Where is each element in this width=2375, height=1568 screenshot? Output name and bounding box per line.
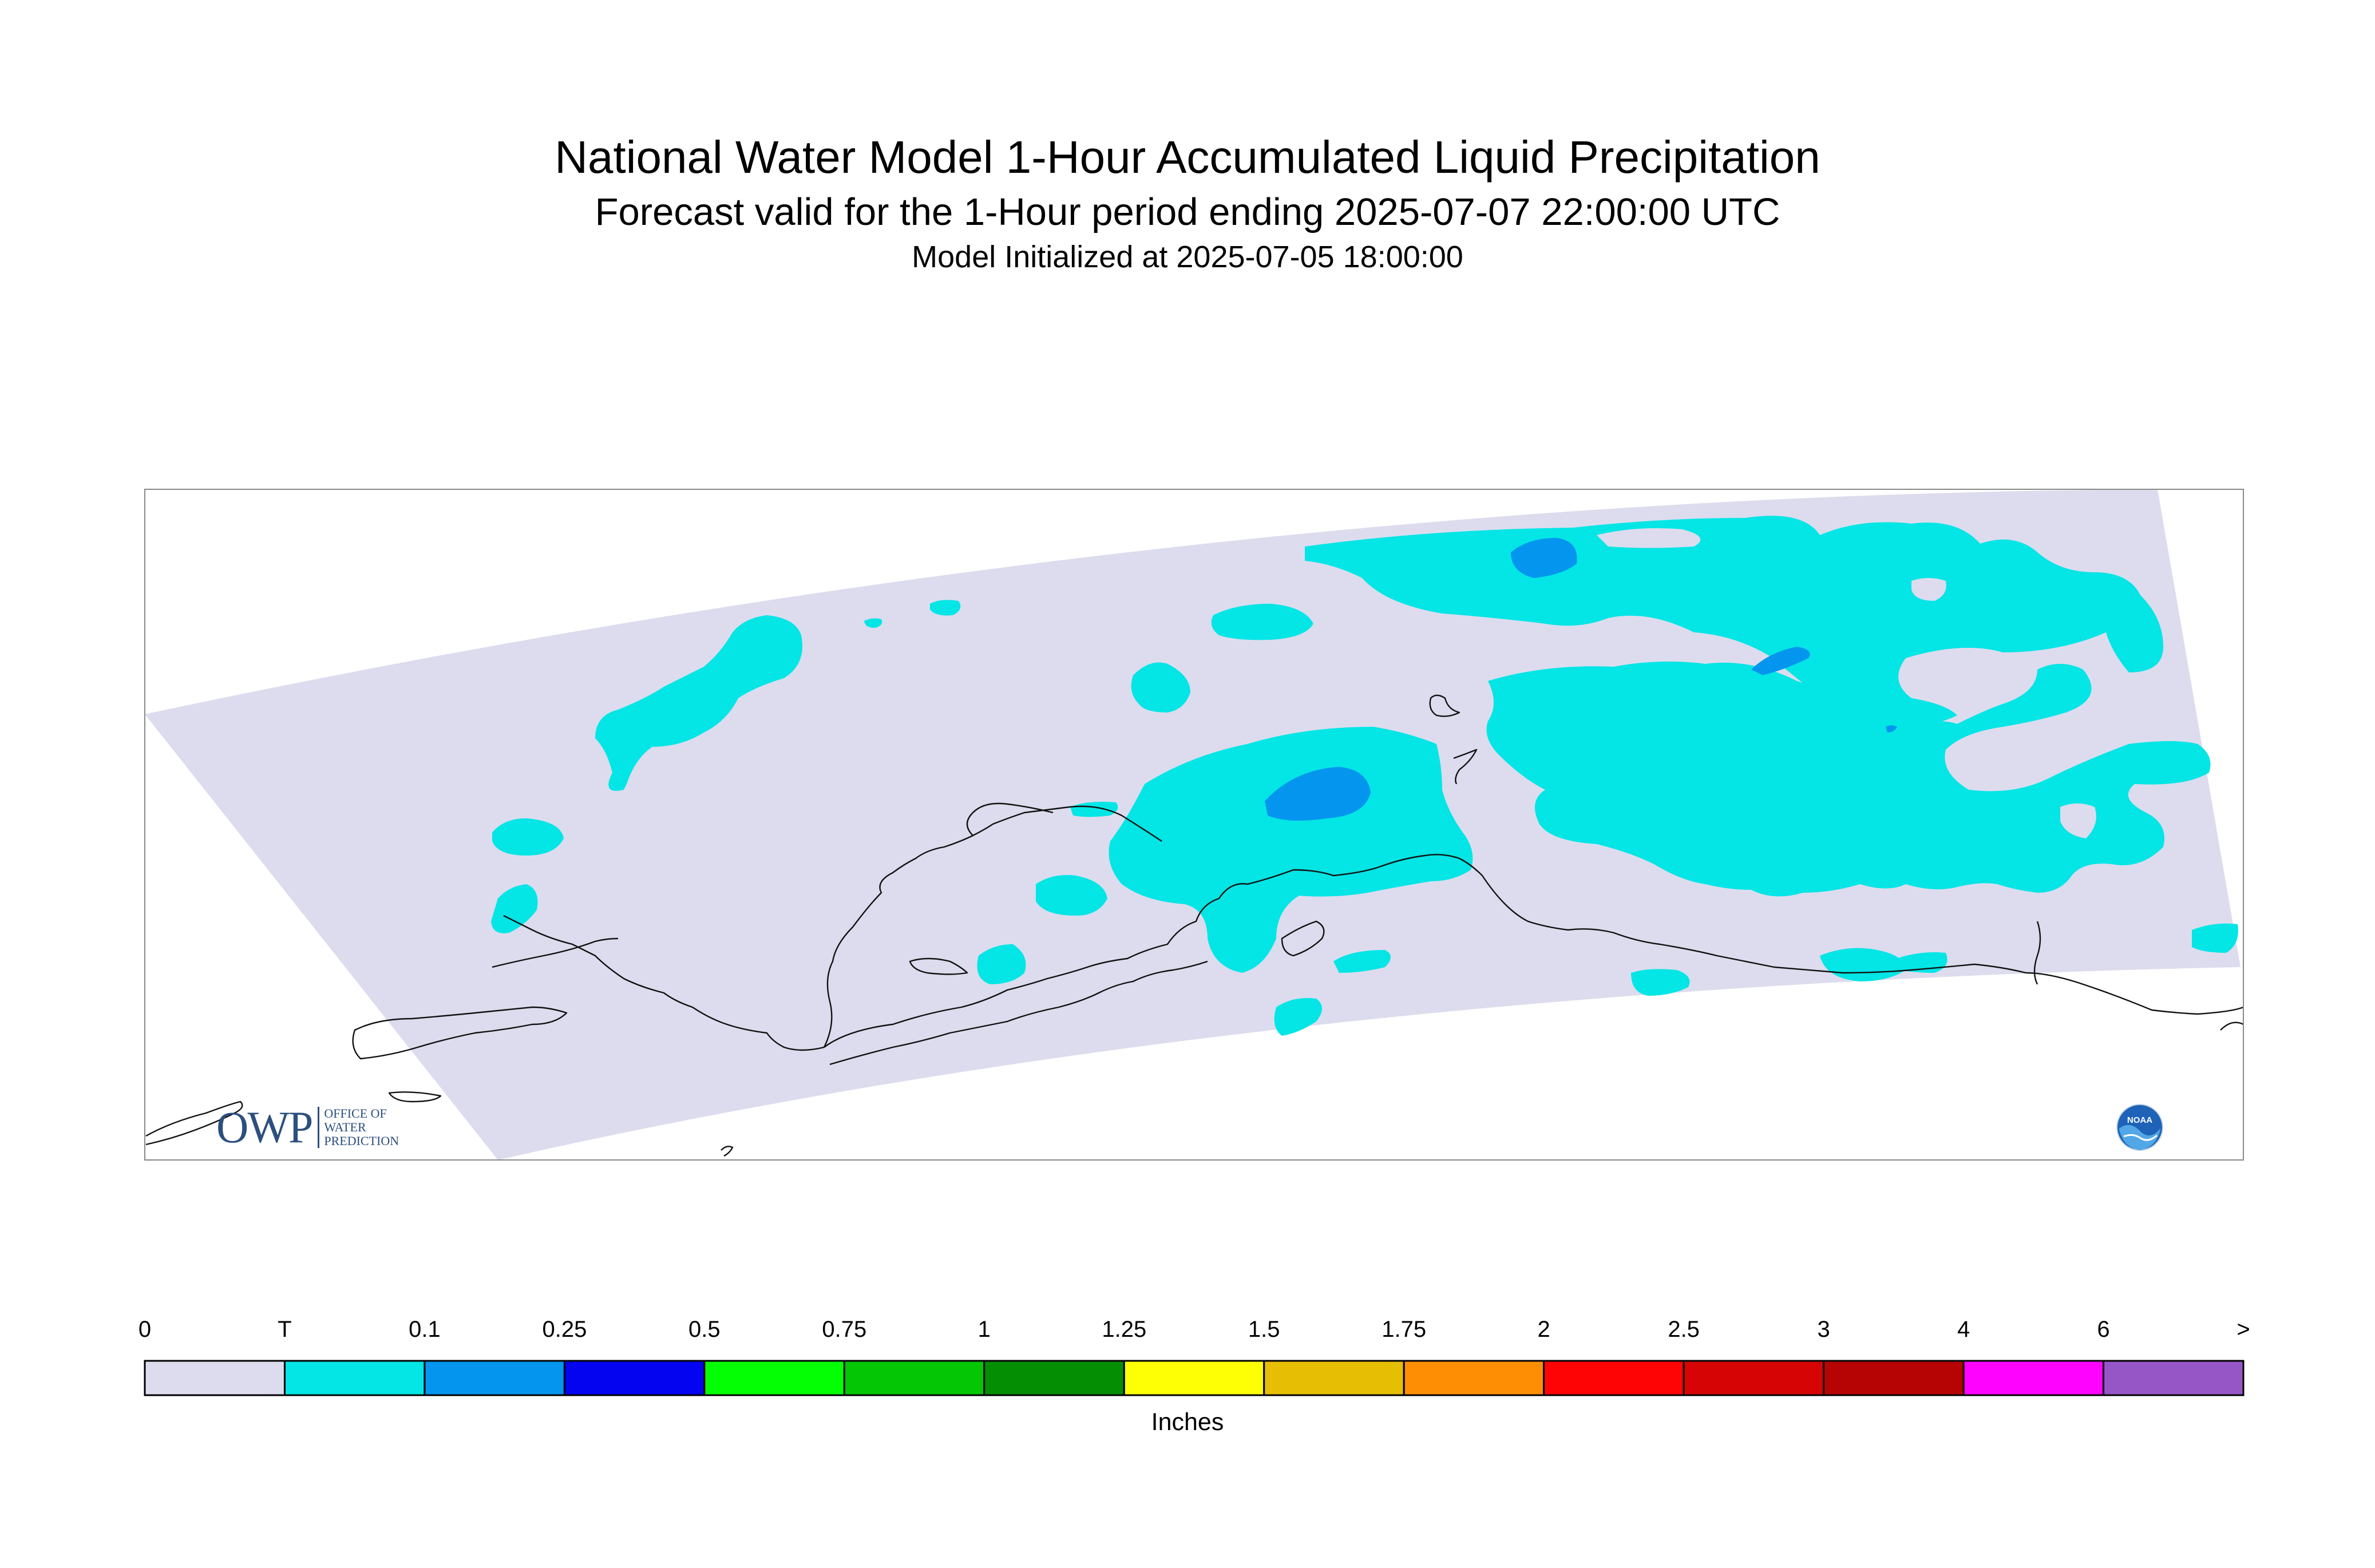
legend-tick-label: 1.75 — [1382, 1317, 1427, 1342]
precip-area-west-b — [491, 884, 538, 933]
coastline-west-bay — [823, 805, 1162, 1048]
precip-area-northwest — [595, 615, 802, 794]
legend-bin-14 — [2103, 1360, 2245, 1396]
legend-tick-label: T — [278, 1317, 292, 1342]
precip-area-small-bay — [1070, 802, 1118, 817]
precip-area-kodiak-b — [1333, 950, 1391, 973]
legend-tick-label: > — [2237, 1317, 2250, 1342]
legend-units-label: Inches — [1151, 1408, 1224, 1436]
precip-area-mid-north — [1131, 662, 1190, 712]
legend-tick-label: 1.5 — [1248, 1317, 1280, 1342]
coastline-far-west — [145, 1100, 243, 1146]
owp-logo-mark: OWP — [216, 1102, 313, 1152]
map-frame — [144, 489, 2244, 1161]
precip-area-west-a — [492, 818, 564, 856]
legend-bin-2 — [423, 1360, 565, 1396]
coastline-north-bay — [966, 802, 1054, 836]
owp-logo: OWP OFFICE OF WATER PREDICTION — [216, 1104, 427, 1150]
legend-bin-4 — [703, 1360, 845, 1396]
precip-area-kodiak — [1274, 998, 1322, 1036]
legend-bin-10 — [1543, 1360, 1685, 1396]
precip-area-north-small — [1211, 604, 1313, 640]
legend-bin-13 — [1962, 1360, 2105, 1396]
legend-tick-label: 0.5 — [688, 1317, 721, 1342]
precip-area-coast-a — [1631, 969, 1690, 996]
coastline-aleutian-b — [352, 1006, 568, 1060]
legend-tick-label: 1.25 — [1102, 1317, 1147, 1342]
coastline-island-small-a — [909, 957, 968, 975]
legend-tick-label: 0 — [138, 1317, 152, 1342]
precip-light-north — [1511, 538, 1577, 578]
coastline-peninsula — [829, 960, 1208, 1066]
coastline-east-edge — [2220, 1021, 2243, 1031]
precip-area-west-d — [977, 944, 1026, 984]
precip-light-areas — [1265, 538, 1897, 821]
legend-tick-label: 4 — [1957, 1317, 1970, 1342]
precip-gap-east — [2060, 803, 2096, 838]
noaa-logo: NOAA — [2116, 1104, 2163, 1151]
precip-gap-north — [1597, 528, 1701, 548]
precip-light-east — [1751, 647, 1810, 675]
coastline-aleutian-a — [492, 937, 619, 968]
legend-tick-label: 0.25 — [542, 1317, 587, 1342]
model-init-subtitle: Model Initialized at 2025-07-05 18:00:00 — [912, 240, 1463, 274]
legend-tick-label: 0.1 — [409, 1317, 441, 1342]
map-title: National Water Model 1-Hour Accumulated … — [555, 132, 1820, 183]
coastline-southwest — [503, 914, 825, 1051]
legend-tick-label: 0.75 — [822, 1317, 867, 1342]
legend-bin-3 — [563, 1360, 706, 1396]
legend-bin-12 — [1823, 1360, 1965, 1396]
precip-area-dot-b — [930, 600, 961, 616]
legend-bin-7 — [1123, 1360, 1265, 1396]
legend-bin-0 — [144, 1360, 286, 1396]
legend-bin-11 — [1683, 1360, 1825, 1396]
owp-logo-text: OFFICE OF WATER PREDICTION — [318, 1107, 427, 1148]
precip-gap-ne — [1911, 578, 1946, 601]
coastline-kodiak — [1281, 920, 1325, 957]
coastline-south-island — [721, 1146, 734, 1157]
precip-area-central — [1109, 727, 1473, 973]
precip-area-east-central — [1486, 662, 2211, 897]
legend-bin-6 — [983, 1360, 1125, 1396]
legend-tick-label: 6 — [2097, 1317, 2110, 1342]
precip-area-dot-a — [864, 618, 882, 628]
legend-bin-5 — [843, 1360, 985, 1396]
precip-area-west-c — [1036, 875, 1107, 916]
coastline-inlet — [1453, 749, 1478, 785]
coastlines — [145, 694, 2243, 1157]
legend-colorbar — [144, 1360, 2245, 1396]
forecast-valid-subtitle: Forecast valid for the 1-Hour period end… — [595, 191, 1780, 233]
noaa-logo-text: NOAA — [2127, 1115, 2152, 1125]
precip-gaps — [1597, 528, 2096, 838]
legend-tick-label: 1 — [977, 1317, 991, 1342]
coastline-mainland — [824, 854, 2243, 1048]
legend-tick-label: 2.5 — [1668, 1317, 1700, 1342]
legend-bin-9 — [1403, 1360, 1545, 1396]
coastline-island-small-b — [1429, 694, 1460, 717]
precip-area-east-edge — [2192, 923, 2238, 953]
coastline-southeast-border — [2033, 921, 2041, 985]
legend-tick-label: 3 — [1817, 1317, 1830, 1342]
precip-trace-areas — [491, 516, 2238, 1036]
precip-light-dot — [1886, 725, 1897, 732]
precip-light-central — [1265, 767, 1371, 821]
legend-tick-label: 2 — [1537, 1317, 1550, 1342]
legend-bin-8 — [1263, 1360, 1405, 1396]
legend-bin-1 — [283, 1360, 426, 1396]
coastline-island-west — [388, 1091, 442, 1103]
